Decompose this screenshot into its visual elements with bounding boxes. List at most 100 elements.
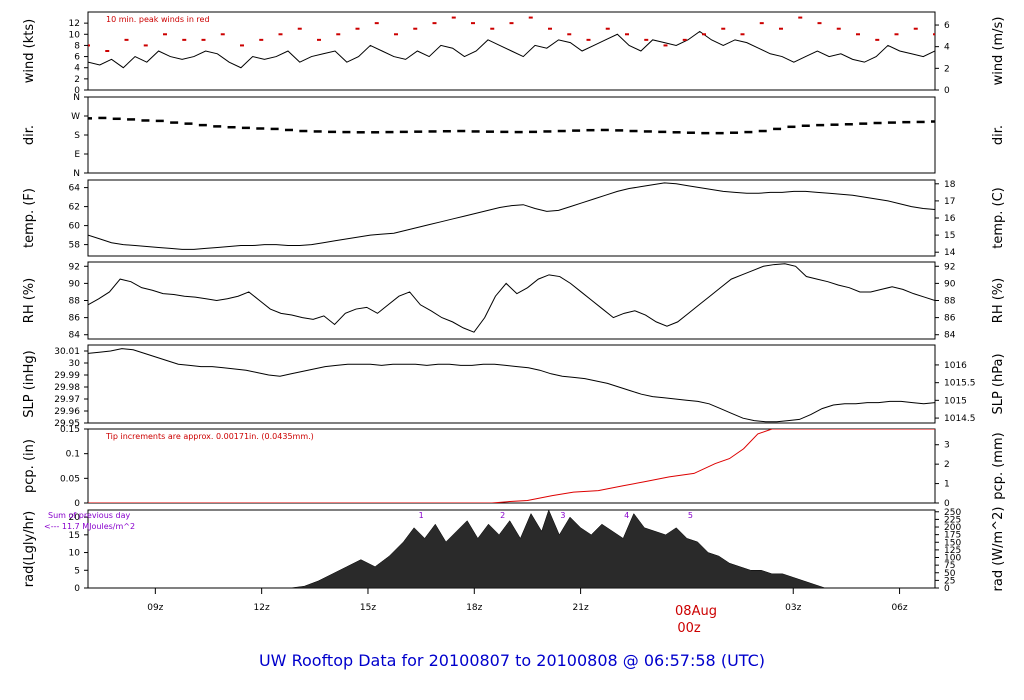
rad-ytick-right-label: 125: [944, 546, 961, 556]
wind-peak-point: [201, 38, 206, 41]
slp-ytick-right-label: 1015: [944, 396, 967, 406]
rh-ytick-label: 90: [69, 279, 81, 289]
dir-point: [773, 127, 782, 131]
chart-title: UW Rooftop Data for 20100807 to 20100808…: [259, 651, 765, 670]
wind-ytick-right-label: 6: [944, 21, 950, 31]
panel-pcp: 0 0.05 0.1 0.15 0 1 2 3 pcp. (in) pcp. (mm) Tip in…: [22, 425, 1006, 509]
wind-ytick-label: 2: [74, 75, 80, 85]
rad-marker-label: 1: [419, 511, 424, 520]
pcp-ytick-right-label: 2: [944, 460, 950, 470]
wind-peak-point: [856, 33, 860, 36]
dir-point: [744, 130, 753, 134]
rh-ytick-right-label: 84: [944, 331, 956, 341]
dir-point: [572, 129, 581, 132]
pcp-ytick-label: 0: [74, 499, 80, 509]
dir-point: [873, 121, 882, 125]
dir-ylabel: dir.: [22, 125, 37, 145]
wind-peak-point: [644, 38, 649, 41]
wind-peak-point: [586, 38, 591, 41]
dir-point: [686, 131, 695, 134]
panel-rad: 051015200255075100125150175200225250rad(…: [22, 507, 1006, 594]
wind-peak-point: [163, 33, 167, 36]
dir-point: [643, 130, 652, 133]
dir-point: [227, 125, 236, 129]
slp-frame: [87, 344, 936, 424]
dir-ytick-label: W: [71, 112, 80, 122]
slp-ytick-label: 30: [69, 359, 81, 369]
rad-ytick-right-label: 175: [944, 531, 961, 541]
wind-peak-point: [124, 38, 129, 41]
rad-ylabel-right: rad (W/m^2): [991, 507, 1006, 592]
dir-point: [615, 129, 624, 132]
dir-point: [859, 122, 868, 125]
wind-peak-point: [875, 38, 880, 41]
dir-point: [658, 130, 667, 134]
slp-ytick-label: 29.99: [54, 371, 80, 381]
rad-ytick-right-label: 75: [944, 561, 955, 571]
dir-ytick-label: E: [74, 150, 80, 160]
wind-ytick-right-label: 2: [944, 64, 950, 74]
dir-point: [241, 126, 250, 130]
rad-ytick-right-label: 200: [944, 523, 961, 533]
dir-point: [730, 131, 739, 134]
wind-peak-point: [490, 27, 495, 30]
wind-peak-point: [355, 27, 360, 30]
dir-point: [98, 116, 107, 120]
temp-ylabel-right: temp. (C): [991, 187, 1006, 249]
dir-point: [284, 128, 293, 132]
rad-ylabel: rad(Lgly/hr): [22, 511, 37, 587]
wind-ytick-right-label: 4: [944, 43, 950, 53]
temp-ytick-right-label: 14: [944, 248, 956, 258]
dir-point: [88, 117, 92, 120]
dir-point: [557, 129, 566, 133]
pcp-ytick-right-label: 1: [944, 480, 950, 490]
dir-frame: [87, 96, 936, 174]
temp-ytick-label: 58: [69, 241, 81, 251]
rh-ylabel-right: RH (%): [991, 278, 1006, 323]
slp-ylabel: SLP (inHg): [22, 350, 37, 418]
wind-peak-point: [721, 27, 726, 30]
slp-ytick-label: 29.95: [54, 419, 80, 429]
temp-ytick-label: 62: [69, 203, 80, 213]
dir-point: [442, 129, 451, 133]
panel-slp: 29.95 29.96 29.97 29.98 29.99 30 30.01 1014.5 10…: [22, 344, 1006, 429]
panel-temp: 58 60 62 64 14 15 16 17 18 temp. (F) temp. (C): [22, 179, 1006, 258]
rad-marker-label: 4: [624, 511, 629, 520]
wind-ylabel: wind (kts): [22, 19, 37, 83]
wind-peak-point: [297, 27, 302, 30]
dir-point: [198, 123, 207, 127]
dir-point: [428, 130, 437, 133]
wind-ytick-label: 0: [74, 86, 80, 96]
dir-point: [170, 121, 179, 124]
rad-ytick-label: 20: [69, 513, 81, 523]
wind-peak-point: [682, 38, 687, 41]
temp-line: [88, 182, 935, 250]
wind-ytick-label: 4: [74, 64, 80, 74]
pcp-ytick-right-label: 3: [944, 441, 950, 451]
dir-point: [414, 130, 423, 133]
pcp-annotation: Tip increments are approx. 0.00171in. (0…: [105, 432, 314, 441]
rh-ytick-label: 84: [69, 331, 81, 341]
dir-ylabel-right: dir.: [991, 125, 1006, 145]
temp-ytick-right-label: 17: [944, 197, 955, 207]
wind-annotation: 10 min. peak winds in red: [106, 15, 210, 24]
dir-point: [328, 130, 337, 134]
rad-ytick-right-label: 225: [944, 515, 961, 525]
dir-point: [514, 130, 523, 134]
wind-peak-point: [336, 33, 341, 36]
rad-ytick-right-label: 50: [944, 569, 956, 579]
dir-ytick-label: N: [73, 169, 80, 179]
dir-point: [830, 123, 839, 126]
wind-peak-point: [278, 33, 283, 36]
rh-ylabel: RH (%): [22, 278, 37, 323]
rad-area: [88, 510, 935, 588]
wind-ylabel-right: wind (m/s): [991, 17, 1006, 86]
pcp-ytick-label: 0.1: [66, 450, 80, 460]
wind-peak-point: [240, 44, 244, 47]
wind-peak-point: [432, 22, 437, 25]
rad-sum-note-line2: <--- 11.7 MJoules/m^2: [44, 522, 135, 531]
wind-peak-point: [88, 44, 90, 47]
